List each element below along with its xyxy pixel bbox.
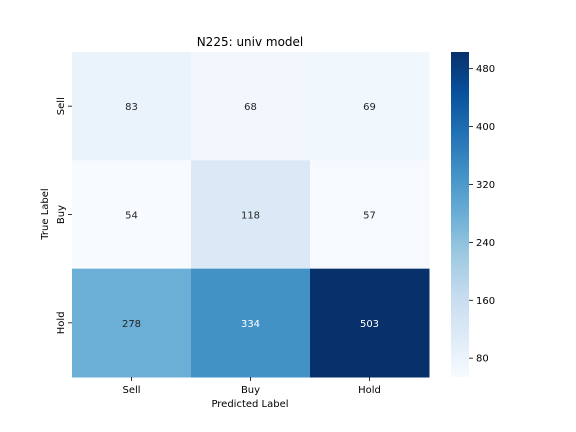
heatmap-cell [72, 268, 192, 378]
cell-value-label: 503 [360, 319, 379, 330]
colorbar-tick-label: 480 [476, 64, 495, 75]
colorbar [451, 52, 469, 377]
x-axis: Sell Buy Hold [122, 377, 381, 396]
colorbar-tick-label: 320 [476, 180, 495, 191]
x-axis-label: Predicted Label [211, 399, 288, 410]
x-tick-label: Buy [241, 385, 260, 396]
colorbar-tick-label: 80 [476, 354, 489, 365]
colorbar-axis: 80 160 240 320 400 480 [469, 64, 495, 365]
heatmap-cell [310, 52, 430, 161]
y-tick-label: Sell [56, 97, 67, 115]
y-axis: Sell Buy Hold [56, 97, 72, 334]
colorbar-tick-label: 400 [476, 122, 495, 133]
heatmap-cell [310, 160, 430, 270]
heatmap-cell [72, 160, 192, 270]
colorbar-tick-label: 160 [476, 296, 495, 307]
cell-value-label: 118 [241, 211, 260, 222]
cell-value-label: 278 [122, 319, 141, 330]
x-tick-label: Sell [122, 385, 140, 396]
colorbar-tick-label: 240 [476, 238, 495, 249]
heatmap-cell [191, 268, 311, 378]
heatmap-cells: 83 68 69 54 118 57 278 334 503 [72, 52, 430, 378]
cell-value-label: 54 [125, 211, 138, 222]
heatmap-cell [72, 52, 192, 161]
heatmap-cell [191, 52, 311, 161]
cell-value-label: 334 [241, 319, 260, 330]
y-axis-label: True Label [40, 188, 51, 240]
cell-value-label: 83 [125, 102, 138, 113]
y-tick-label: Hold [56, 311, 67, 334]
chart-title: N225: univ model [197, 35, 304, 49]
cell-value-label: 68 [244, 102, 257, 113]
cell-value-label: 57 [363, 211, 376, 222]
cell-value-label: 69 [363, 102, 376, 113]
y-tick-label: Buy [56, 205, 67, 224]
x-tick-label: Hold [358, 385, 381, 396]
heatmap-cell [310, 268, 430, 378]
heatmap-cell [191, 160, 311, 270]
